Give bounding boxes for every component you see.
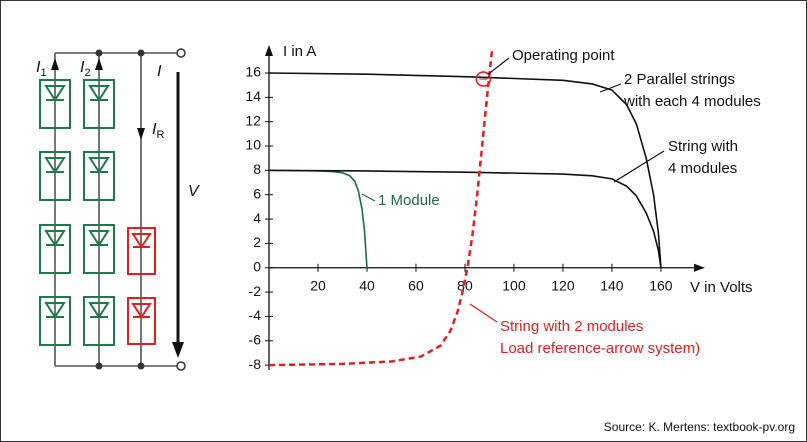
y-tick-label: 12	[245, 112, 261, 128]
source: Source: K. Mertens: textbook-pv.org	[604, 420, 795, 434]
series-line	[268, 169, 662, 268]
terminals	[176, 48, 186, 371]
label-leader	[361, 193, 376, 202]
circuit	[39, 48, 186, 371]
op-label: Operating point	[512, 47, 615, 64]
modules	[39, 79, 156, 346]
circuit-label: I	[157, 63, 162, 80]
label-main: I	[157, 63, 162, 80]
series-label: Load reference-arrow system)	[500, 340, 700, 357]
series-label: 4 modules	[668, 160, 737, 177]
series-label: with each 4 modules	[623, 93, 761, 110]
y-tick-label: 14	[245, 88, 261, 104]
y-tick-label: 8	[253, 161, 261, 177]
x-tick-label: 140	[600, 277, 624, 293]
circuit-label: I2	[80, 59, 91, 79]
y-tick-label: -8	[249, 356, 262, 372]
circuit-label: V	[188, 183, 200, 200]
label-sub: 1	[40, 67, 46, 79]
y-tick-label: -4	[249, 307, 262, 323]
y-axis-label: I in A	[283, 43, 316, 60]
series-label: 2 Parallel strings	[624, 71, 735, 88]
label-main: I	[36, 59, 41, 76]
y-tick-label: 0	[253, 258, 261, 274]
y-tick-label: -2	[249, 283, 262, 299]
y-axis-arrow	[265, 45, 273, 56]
y-tick-label: 4	[253, 210, 261, 226]
x-axis-label: V in Volts	[690, 279, 753, 296]
circuit-label: IR	[152, 121, 164, 141]
nodes	[95, 49, 145, 370]
y-tick-label: 2	[253, 234, 261, 250]
label-sub: R	[156, 129, 164, 141]
x-tick-label: 120	[551, 277, 575, 293]
x-tick-label: 40	[359, 277, 375, 293]
series-line	[268, 169, 368, 268]
y-tick-label: 16	[245, 64, 261, 80]
series-label: String with	[668, 138, 738, 155]
label-leader	[613, 150, 665, 183]
x-tick-label: 100	[502, 277, 526, 293]
label-leader	[469, 303, 498, 323]
op-leader	[487, 57, 510, 75]
label-main: V	[188, 183, 200, 200]
arrows	[51, 58, 184, 358]
series-label: String with 2 modules	[500, 318, 643, 335]
y-tick-label: -6	[249, 331, 262, 347]
series-line	[268, 72, 662, 268]
y-tick-label: 10	[245, 137, 261, 153]
circuit-label: I1	[36, 59, 47, 79]
label-leader	[599, 83, 622, 93]
label-main: I	[80, 59, 85, 76]
operating-point	[475, 71, 492, 87]
x-axis-arrow	[694, 263, 705, 272]
x-tick-label: 20	[310, 277, 326, 293]
label-main: I	[152, 121, 157, 138]
x-tick-label: 60	[408, 277, 424, 293]
series-label: 1 Module	[378, 192, 440, 209]
x-tick-label: 160	[649, 277, 673, 293]
label-sub: 2	[84, 67, 90, 79]
wires	[54, 52, 178, 367]
series-line	[268, 50, 494, 367]
y-tick-label: 6	[253, 185, 261, 201]
